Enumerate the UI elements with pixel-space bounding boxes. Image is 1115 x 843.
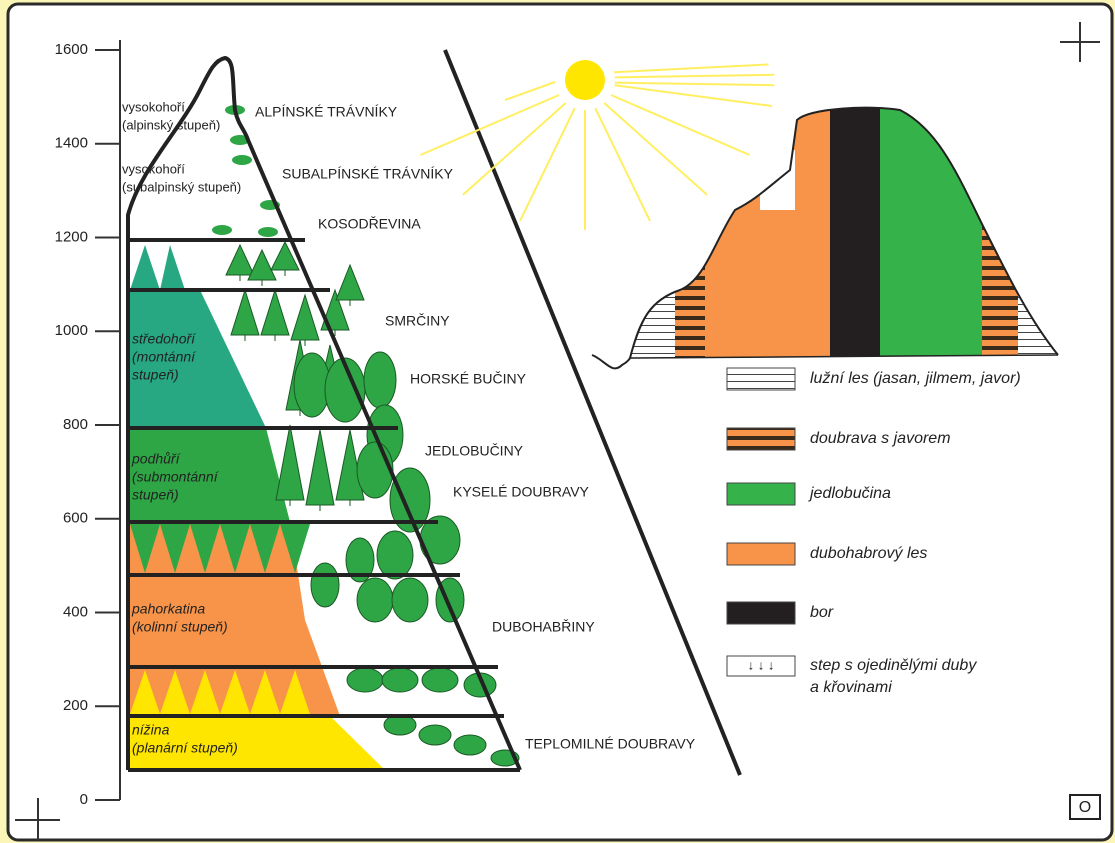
vegetation-label: DUBOHABŘINY	[492, 619, 595, 635]
sun-ray	[613, 63, 769, 74]
broadleaf	[421, 667, 459, 693]
triangle	[130, 670, 160, 714]
sun-ray	[594, 107, 651, 222]
legend-swatches: ↓ ↓ ↓	[726, 367, 796, 677]
tick-label: 400	[63, 603, 88, 620]
triangle	[250, 670, 280, 714]
sun-ray	[603, 102, 708, 196]
zone-fill	[128, 428, 290, 522]
broadleaf	[381, 667, 419, 693]
sun-ray	[462, 102, 567, 196]
zone-fill	[128, 716, 385, 770]
triangle	[220, 670, 250, 714]
broadleaf	[356, 577, 394, 623]
zone-label: nížina	[132, 722, 170, 738]
tick-label: 600	[63, 510, 88, 527]
trees	[212, 105, 520, 767]
broadleaf	[356, 441, 394, 499]
broadleaf	[293, 352, 331, 418]
tick-label: 1200	[55, 228, 88, 245]
legend-label: a křovinami	[810, 679, 892, 696]
tick-label: 800	[63, 416, 88, 433]
zone-label: (kolinní stupeň)	[132, 619, 228, 635]
tick-label: 200	[63, 697, 88, 714]
corner-mark: O	[1079, 799, 1091, 816]
crosshairs	[15, 22, 1100, 840]
vegetation-label: HORSKÉ BUČINY	[410, 371, 527, 387]
corner-box	[1069, 794, 1101, 820]
vegetation-label: KYSELÉ DOUBRAVY	[453, 484, 590, 500]
zone-triangles	[130, 245, 185, 290]
vegetation-label: SMRČINY	[385, 313, 450, 329]
shrub	[212, 225, 232, 235]
zone-label: podhůří	[131, 451, 182, 467]
broadleaf	[389, 467, 431, 533]
zone-label: (subalpinský stupeň)	[122, 179, 241, 194]
svg-text:↓ ↓ ↓: ↓ ↓ ↓	[748, 657, 775, 672]
legend-label: bor	[810, 604, 834, 621]
vegetation-label: JEDLOBUČINY	[425, 443, 524, 459]
vegetation-label: ALPÍNSKÉ TRÁVNÍKY	[255, 104, 398, 120]
triangle	[160, 670, 190, 714]
zone-label: stupeň)	[132, 487, 179, 503]
shrub	[258, 227, 278, 237]
zone-label: (planární stupeň)	[132, 740, 238, 756]
zone-label: vysokohoří	[122, 99, 185, 114]
legend-label: step s ojedinělými duby	[810, 657, 977, 674]
mountain-outline	[126, 55, 522, 771]
broadleaf	[376, 530, 414, 580]
sun-ray	[519, 107, 576, 222]
tick-label: 1600	[55, 41, 88, 58]
sun	[420, 60, 775, 230]
zone-label: středohoří	[132, 331, 197, 347]
shrub	[232, 155, 252, 165]
sun-ray	[504, 81, 556, 101]
broadleaf	[418, 724, 452, 746]
broadleaf	[391, 577, 429, 623]
zone-label: (alpinský stupeň)	[122, 117, 220, 132]
triangle	[280, 670, 310, 714]
triangle	[130, 524, 160, 573]
vegetation-label: KOSODŘEVINA	[318, 216, 421, 232]
vegetation-label: TEPLOMILNÉ DOUBRAVY	[525, 736, 696, 752]
zone-label: vysokohoří	[122, 161, 185, 176]
broadleaf	[363, 351, 397, 409]
broadleaf	[453, 734, 487, 756]
tick-label: 0	[80, 791, 88, 808]
zone-label: (submontánní	[132, 469, 220, 485]
legend-label: dubohabrový les	[810, 545, 927, 562]
legend-label: lužní les (jasan, jilmem, javor)	[810, 370, 1021, 387]
divider	[443, 49, 742, 776]
zone-label: stupeň)	[132, 367, 179, 383]
triangle	[280, 524, 310, 573]
tick-label: 1400	[55, 135, 88, 152]
zone-label: pahorkatina	[131, 601, 205, 617]
broadleaf	[345, 537, 375, 583]
zone-label: (montánní	[132, 349, 197, 365]
triangle	[160, 524, 190, 573]
legend-label: doubrava s javorem	[810, 430, 951, 447]
sun-ray	[614, 84, 773, 108]
triangle	[190, 524, 220, 573]
zone-triangles	[130, 524, 310, 714]
zone-lines	[128, 238, 520, 772]
triangle	[250, 524, 280, 573]
triangle	[220, 524, 250, 573]
sun-ray	[610, 94, 750, 156]
sun-ray	[614, 81, 775, 87]
broadleaf	[310, 562, 340, 608]
sun-disc	[565, 60, 605, 100]
sun-ray	[420, 94, 560, 156]
sun-ray	[614, 73, 775, 79]
zone-fill	[128, 290, 266, 428]
triangle	[190, 670, 220, 714]
legend-label: jedlobučina	[808, 485, 891, 502]
tick-label: 1000	[55, 322, 88, 339]
axis: 0 200 400 600 800 1000 1200 1400 1600	[55, 41, 120, 808]
vegetation-label: SUBALPÍNSKÉ TRÁVNÍKY	[282, 166, 454, 182]
broadleaf	[346, 667, 384, 693]
